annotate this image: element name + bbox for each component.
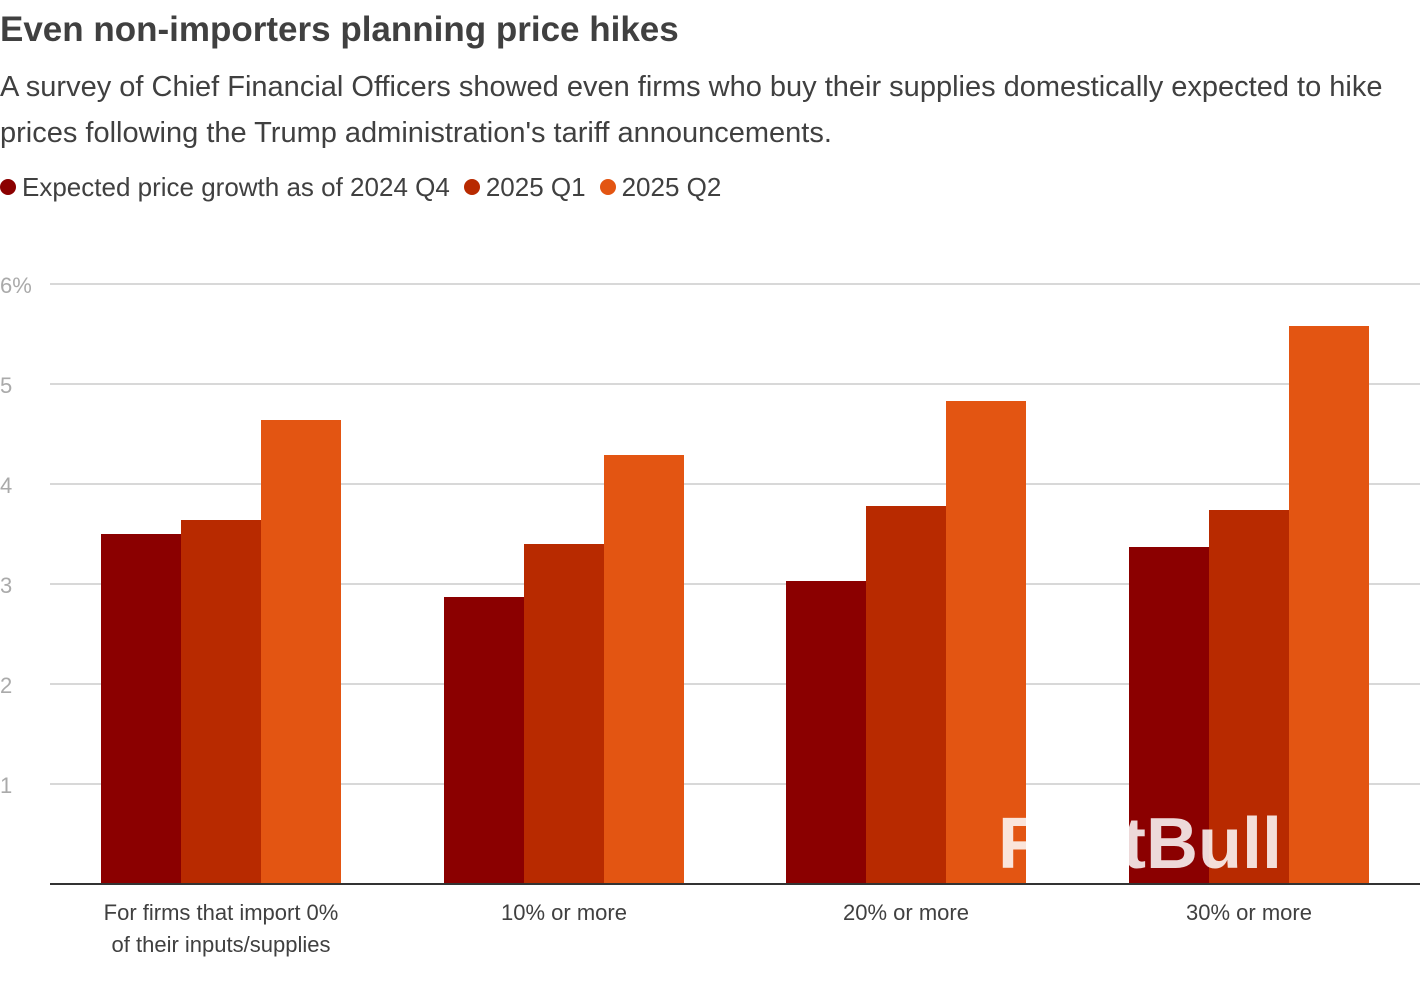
bar (1129, 547, 1209, 884)
bar (101, 534, 181, 884)
legend-swatch (0, 179, 16, 195)
bar (946, 401, 1026, 884)
legend-swatch (463, 179, 480, 195)
x-tick-label: of their inputs/supplies (112, 932, 331, 957)
bar (786, 581, 866, 884)
y-tick-label: 4 (0, 473, 12, 498)
y-tick-label: 5 (0, 373, 12, 398)
bar (604, 455, 684, 884)
y-tick-label: 3 (0, 573, 12, 598)
legend-swatch (599, 179, 616, 195)
bar (444, 597, 524, 884)
legend-label: 2025 Q2 (621, 172, 722, 202)
x-tick-label: 10% or more (501, 900, 627, 925)
x-tick-label: 30% or more (1186, 900, 1312, 925)
bar (261, 420, 341, 884)
y-tick-label: 6% (0, 273, 32, 298)
bar (866, 506, 946, 884)
chart-title: Even non-importers planning price hikes (0, 10, 679, 49)
x-tick-label: For firms that import 0% (104, 900, 339, 925)
chart-subtitle: A survey of Chief Financial Officers sho… (0, 71, 1383, 149)
bar (1289, 326, 1369, 884)
legend-label: Expected price growth as of 2024 Q4 (22, 172, 450, 202)
legend-item: Expected price growth as of 2024 Q4 (0, 170, 450, 204)
y-tick-label: 2 (0, 673, 12, 698)
y-tick-label: 1 (0, 773, 12, 798)
chart-header: Even non-importers planning price hikes … (0, 8, 1420, 204)
legend-item: 2025 Q1 (463, 170, 586, 204)
bar (1209, 510, 1289, 884)
legend-label: 2025 Q1 (485, 172, 586, 202)
legend-item: 2025 Q2 (599, 170, 722, 204)
bar (524, 544, 604, 884)
x-tick-label: 20% or more (843, 900, 969, 925)
watermark: FastBull (998, 804, 1282, 884)
legend: Expected price growth as of 2024 Q4 2025 … (0, 170, 1420, 204)
bar (181, 520, 261, 884)
